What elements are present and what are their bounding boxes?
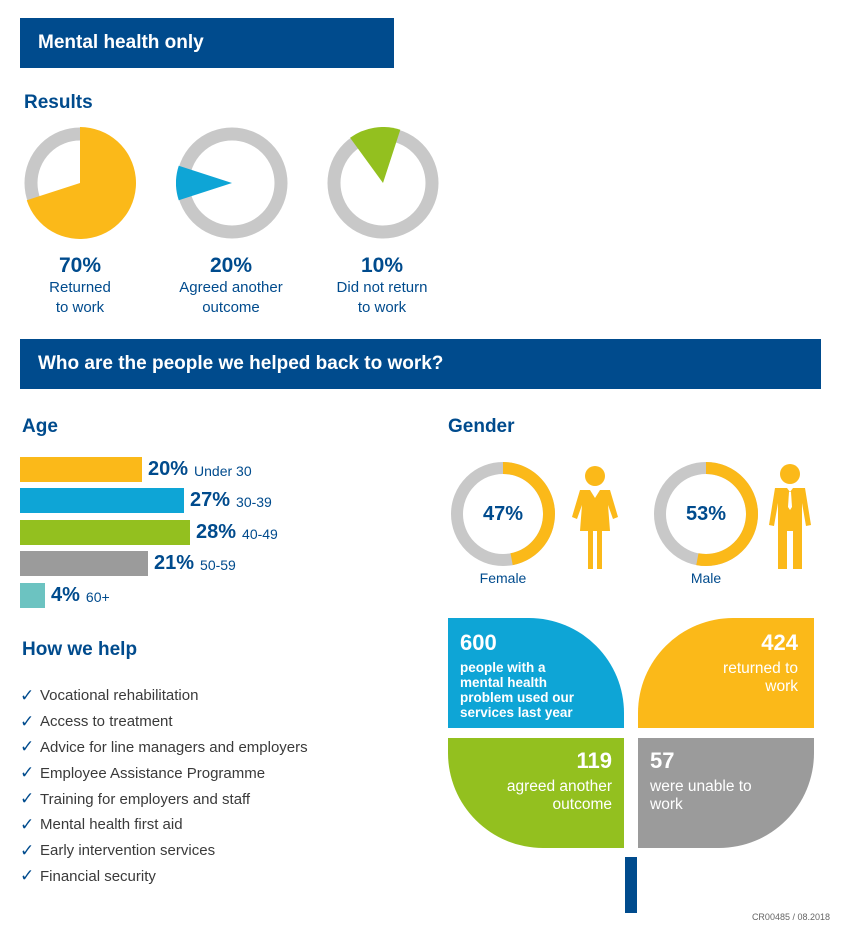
stat-total-number: 600 [460,630,497,655]
help-item: ✓ Financial security [20,864,308,890]
help-item-text: Advice for line managers and employers [40,738,308,756]
stat-returned: 424 returned to work [638,618,814,728]
help-item: ✓ Early intervention services [20,838,308,864]
age-row-40-49: 28% 40-49 [20,520,278,545]
age-pct: 20% [148,458,189,480]
age-pct: 27% [190,489,231,511]
help-list: ✓ Vocational rehabilitation ✓ Access to tr… [20,683,308,889]
help-item: ✓ Vocational rehabilitation [20,683,308,709]
age-row-60-plus: 4% 60+ [20,583,110,608]
age-pct: 4% [51,584,80,606]
section-banner: Who are the people we helped back to wor… [20,339,821,389]
help-item-text: Vocational rehabilitation [40,687,199,705]
help-item: ✓ Advice for line managers and employers [20,735,308,761]
age-label: 60+ [85,589,110,605]
stat-agreed: 119 agreed another outcome [448,738,624,848]
gender-label-female: Female [479,570,527,586]
age-label: 40-49 [242,526,278,542]
age-bar [20,488,184,513]
result-label-returned: Returned to work [49,279,111,316]
section-title: Who are the people we helped back to wor… [38,353,444,374]
help-item: ✓ Access to treatment [20,709,308,735]
age-label: 50-59 [200,557,236,573]
check-icon: ✓ [20,763,35,783]
check-icon: ✓ [20,685,35,705]
help-item-text: Early intervention services [40,842,216,860]
stem [625,857,637,913]
stat-agreed-text: agreed another outcome [506,778,612,813]
age-bar [20,520,190,545]
result-wedge-agreed [176,165,232,201]
age-bar [20,457,142,482]
result-pct-returned: 70% [58,254,102,277]
check-icon: ✓ [20,866,35,886]
help-item-text: Training for employers and staff [40,790,251,808]
gender-label-male: Male [690,570,722,586]
male-figure-icon [769,464,811,569]
age-pct: 28% [196,521,237,543]
age-row-30-39: 27% 30-39 [20,488,272,513]
check-icon: ✓ [20,840,35,860]
stat-total-people: 600 people with a mental health problem … [448,618,624,728]
gender-heading: Gender [448,416,515,437]
help-item: ✓ Mental health first aid [20,812,308,838]
check-icon: ✓ [20,711,35,731]
help-item: ✓ Training for employers and staff [20,786,308,812]
result-pct-did-not-return: 10% [360,254,404,277]
result-label-agreed: Agreed another outcome [179,279,283,316]
check-icon: ✓ [20,814,35,834]
stat-returned-text: returned to work [723,660,798,695]
help-item-text: Financial security [40,867,156,885]
gender-pct-female: 47% [482,503,524,525]
result-donut-did-not-return [327,127,439,239]
stat-unable-text: were unable to work [650,778,752,813]
stat-returned-number: 424 [761,630,798,655]
gender-arc-male [696,462,758,566]
age-label: Under 30 [194,463,252,479]
help-heading: How we help [22,639,138,660]
result-wedge-did-not-return [350,127,401,183]
gender-pct-male: 53% [685,503,727,525]
age-row-50-59: 21% 50-59 [20,551,236,576]
gender-arc-female [502,462,555,566]
result-donut-agreed [176,127,288,239]
age-label: 30-39 [236,494,272,510]
help-item-text: Employee Assistance Programme [40,764,266,782]
check-icon: ✓ [20,789,35,809]
help-item-text: Access to treatment [40,713,173,731]
footer-code: CR00485 / 08.2018 [751,912,830,922]
gender-donut-female [451,462,555,566]
help-item-text: Mental health first aid [40,816,183,834]
help-item: ✓ Employee Assistance Programme [20,760,308,786]
result-pct-agreed: 20% [209,254,253,277]
result-label-did-not-return: Did not return to work [336,279,428,316]
header-title: Mental health only [38,32,204,53]
age-pct: 21% [154,552,195,574]
stat-unable-number: 57 [650,748,675,773]
check-icon: ✓ [20,737,35,757]
header-banner: Mental health only [20,18,394,68]
result-donut-returned [24,127,136,239]
age-row-under-30: 20% Under 30 [20,457,252,482]
gender-donut-male [654,462,758,566]
age-heading: Age [22,416,58,437]
age-bar [20,551,148,576]
female-figure-icon [572,466,618,569]
results-heading: Results [24,92,93,113]
stat-total-text: people with a mental health problem used… [460,660,575,720]
result-wedge-returned [26,127,136,239]
stat-unable: 57 were unable to work [638,738,814,848]
age-bar [20,583,45,608]
stat-agreed-number: 119 [576,748,613,773]
